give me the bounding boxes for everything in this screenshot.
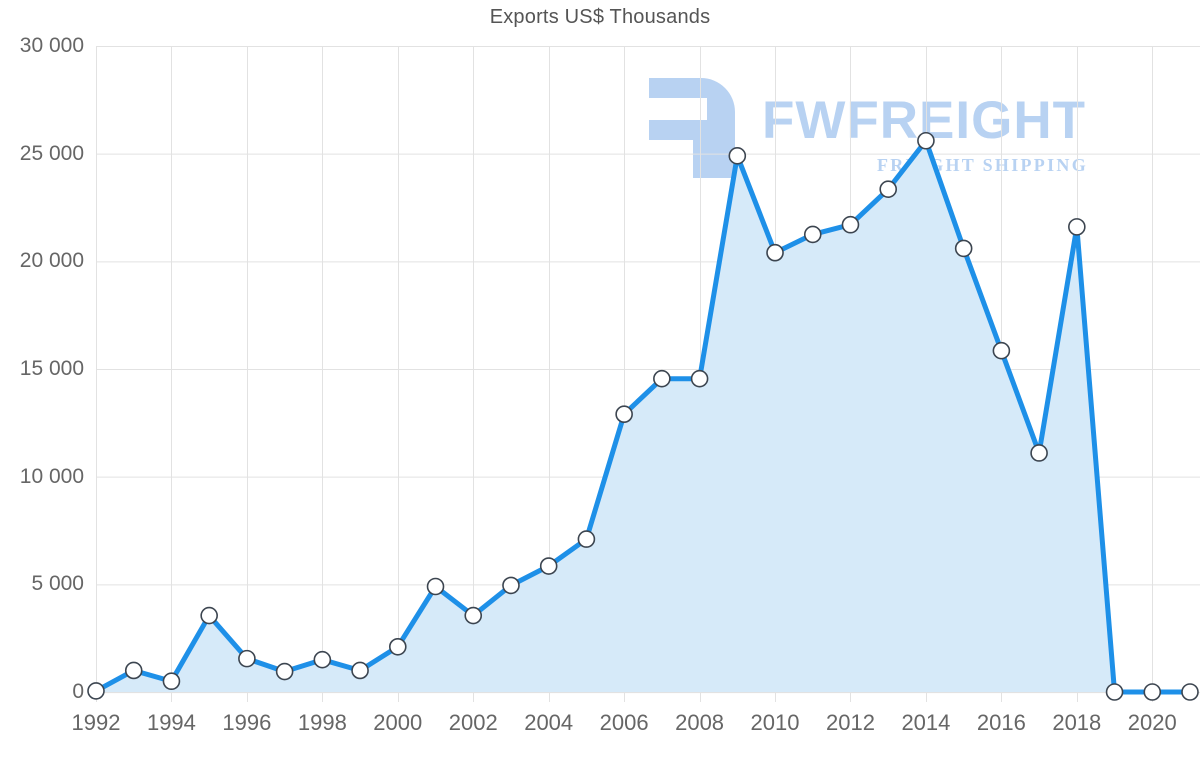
x-axis-tick-label: 2008 — [675, 710, 725, 735]
data-point-marker[interactable] — [577, 530, 596, 548]
x-axis-tick-label: 2020 — [1127, 710, 1177, 735]
chart-title: Exports US$ Thousands — [489, 6, 711, 28]
data-point-marker[interactable] — [954, 239, 973, 258]
y-axis-tick-label: 20 000 — [19, 249, 84, 273]
x-axis-tick-label: 2012 — [825, 710, 875, 735]
data-point-marker[interactable] — [238, 649, 256, 668]
y-axis-tick-label: 15 000 — [19, 357, 84, 380]
data-point-marker[interactable] — [351, 661, 369, 680]
y-axis-tick-label: 10 000 — [19, 464, 84, 488]
x-axis-tick-label: 2000 — [373, 710, 423, 735]
x-axis-tick-label: 1998 — [297, 710, 347, 735]
data-point-marker[interactable] — [1068, 218, 1086, 236]
data-point-marker[interactable] — [275, 662, 294, 681]
data-point-marker[interactable] — [917, 131, 935, 150]
data-point-marker[interactable] — [615, 405, 633, 424]
x-axis-tick-label: 2014 — [901, 710, 951, 735]
x-axis-tick-label: 2006 — [599, 710, 649, 735]
data-point-marker[interactable] — [464, 606, 483, 625]
data-point-marker[interactable] — [539, 557, 558, 575]
area-fill — [96, 140, 1190, 692]
data-point-marker[interactable] — [728, 147, 747, 165]
data-point-markers — [87, 131, 1199, 701]
data-point-marker[interactable] — [992, 341, 1011, 360]
data-point-marker[interactable] — [124, 661, 143, 680]
x-axis-tick-label: 2004 — [524, 710, 574, 735]
x-axis-tick-label: 2016 — [976, 710, 1026, 735]
y-axis-tick-label: 0 — [72, 680, 84, 703]
data-point-marker[interactable] — [841, 215, 860, 234]
data-point-marker[interactable] — [313, 650, 332, 669]
data-point-marker[interactable] — [879, 180, 898, 198]
x-axis-tick-label: 2002 — [448, 710, 498, 735]
data-point-marker[interactable] — [1030, 444, 1048, 462]
data-point-marker[interactable] — [426, 577, 445, 596]
data-point-marker[interactable] — [502, 576, 520, 595]
x-axis-tick-label: 2018 — [1052, 710, 1102, 735]
data-point-marker[interactable] — [1143, 683, 1162, 701]
y-axis-tick-label: 5 000 — [31, 572, 84, 596]
x-axis-tick-label: 1992 — [71, 710, 121, 735]
y-axis-tick-label: 25 000 — [19, 141, 84, 165]
y-axis-tick-label: 30 000 — [19, 34, 84, 57]
data-point-marker[interactable] — [653, 369, 671, 388]
x-axis-tick-label: 1996 — [222, 710, 272, 735]
data-point-marker[interactable] — [690, 369, 709, 388]
data-point-marker[interactable] — [1181, 683, 1199, 701]
data-point-marker[interactable] — [87, 682, 105, 700]
data-point-marker[interactable] — [766, 243, 784, 262]
data-point-marker[interactable] — [388, 637, 407, 656]
data-point-marker[interactable] — [1105, 683, 1124, 701]
data-point-marker[interactable] — [162, 672, 181, 691]
data-point-marker[interactable] — [803, 225, 822, 244]
x-axis-tick-label: 1994 — [146, 710, 196, 735]
x-axis-tick-label: 2010 — [750, 710, 800, 735]
data-point-marker[interactable] — [200, 606, 218, 625]
